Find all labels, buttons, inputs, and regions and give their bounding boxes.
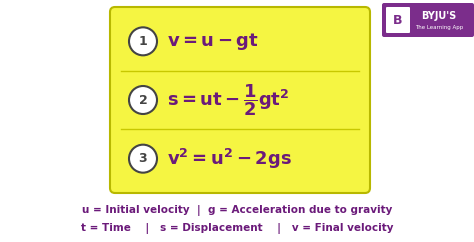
FancyBboxPatch shape <box>110 7 370 193</box>
Text: 2: 2 <box>138 93 147 106</box>
Ellipse shape <box>129 86 157 114</box>
Text: t = Time    |   s = Displacement    |   v = Final velocity: t = Time | s = Displacement | v = Final … <box>81 222 393 234</box>
FancyBboxPatch shape <box>386 7 410 33</box>
Text: $\mathbf{v^{2} = u^{2} - 2gs}$: $\mathbf{v^{2} = u^{2} - 2gs}$ <box>167 147 292 171</box>
Text: B: B <box>393 14 403 27</box>
Text: The Learning App: The Learning App <box>415 24 463 30</box>
Ellipse shape <box>129 145 157 173</box>
Text: 3: 3 <box>139 152 147 165</box>
FancyBboxPatch shape <box>382 3 474 37</box>
Text: BYJU'S: BYJU'S <box>421 11 456 21</box>
Ellipse shape <box>129 27 157 55</box>
Text: 1: 1 <box>138 35 147 48</box>
Text: $\mathbf{s = ut - \dfrac{1}{2}gt^{2}}$: $\mathbf{s = ut - \dfrac{1}{2}gt^{2}}$ <box>167 82 290 118</box>
Text: u = Initial velocity  |  g = Acceleration due to gravity: u = Initial velocity | g = Acceleration … <box>82 204 392 215</box>
Text: $\mathbf{v = u - gt}$: $\mathbf{v = u - gt}$ <box>167 31 259 52</box>
